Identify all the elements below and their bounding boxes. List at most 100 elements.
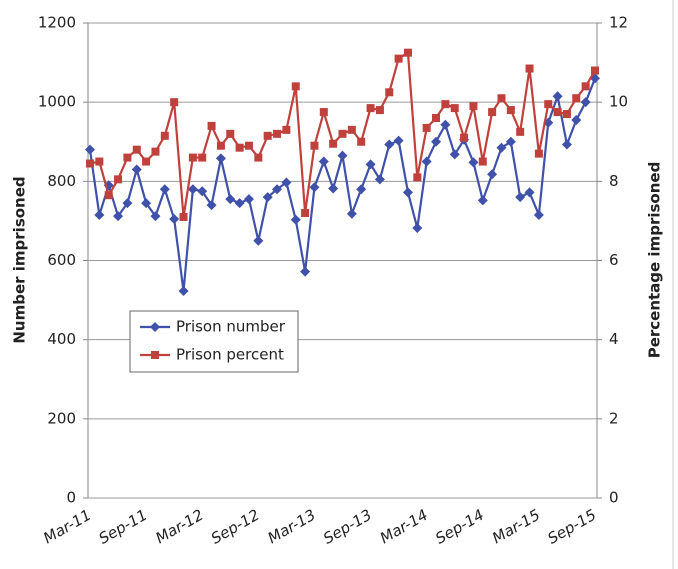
point bbox=[553, 108, 562, 117]
point bbox=[525, 64, 534, 73]
point bbox=[273, 129, 282, 138]
point bbox=[544, 100, 553, 109]
point bbox=[142, 157, 151, 166]
point bbox=[487, 169, 498, 180]
point bbox=[187, 184, 198, 195]
point bbox=[384, 139, 395, 150]
x-tick-label: Mar-11 bbox=[40, 506, 94, 548]
y2-tick-label: 12 bbox=[609, 14, 628, 32]
point bbox=[524, 187, 535, 198]
point bbox=[197, 186, 208, 197]
x-tick-label: Sep-13 bbox=[320, 506, 375, 548]
point bbox=[440, 119, 451, 130]
y-tick-label: 1200 bbox=[38, 14, 76, 32]
point bbox=[497, 94, 506, 103]
point bbox=[338, 129, 347, 138]
y2-tick-label: 6 bbox=[609, 251, 619, 269]
point bbox=[178, 285, 189, 296]
point bbox=[356, 184, 367, 195]
point bbox=[477, 195, 488, 206]
point bbox=[104, 191, 113, 200]
point bbox=[318, 156, 329, 167]
y-axis-title: Number imprisoned bbox=[11, 176, 29, 343]
y-tick-label: 1000 bbox=[38, 93, 76, 111]
series-line bbox=[88, 78, 597, 292]
point bbox=[301, 209, 310, 217]
point bbox=[337, 150, 348, 161]
point bbox=[581, 82, 590, 91]
point bbox=[533, 209, 544, 220]
y-tick-label: 0 bbox=[66, 489, 76, 507]
point bbox=[328, 183, 339, 194]
point bbox=[393, 135, 404, 146]
legend-box bbox=[129, 310, 299, 373]
point bbox=[272, 184, 283, 195]
point bbox=[468, 157, 479, 168]
point bbox=[254, 153, 263, 162]
point bbox=[159, 184, 170, 195]
x-tick-label: Mar-12 bbox=[152, 506, 206, 548]
point bbox=[95, 157, 104, 166]
point bbox=[347, 125, 356, 134]
point bbox=[562, 110, 571, 119]
point bbox=[469, 102, 478, 111]
y2-axis-title: Percentage imprisoned bbox=[646, 162, 664, 359]
y2-tick-label: 2 bbox=[609, 409, 619, 427]
point bbox=[253, 235, 264, 246]
point bbox=[580, 97, 591, 108]
point bbox=[516, 127, 525, 136]
point bbox=[571, 114, 582, 125]
point bbox=[449, 149, 460, 160]
y-tick-label: 200 bbox=[47, 409, 76, 427]
point bbox=[132, 145, 141, 154]
point bbox=[488, 108, 497, 117]
point bbox=[591, 66, 599, 75]
point bbox=[113, 211, 124, 222]
point bbox=[216, 141, 225, 150]
point bbox=[385, 88, 394, 97]
point bbox=[122, 198, 133, 209]
point bbox=[85, 144, 95, 155]
point bbox=[319, 108, 328, 117]
y-tick-label: 600 bbox=[47, 251, 76, 269]
point bbox=[262, 192, 273, 203]
point bbox=[94, 209, 105, 220]
legend-marker bbox=[151, 351, 159, 359]
legend-marker bbox=[150, 322, 160, 332]
x-tick-label: Sep-14 bbox=[432, 506, 487, 548]
point bbox=[226, 129, 235, 138]
point bbox=[225, 194, 236, 205]
point bbox=[441, 100, 450, 109]
x-tick-label: Sep-11 bbox=[96, 506, 151, 548]
point bbox=[365, 159, 376, 170]
point bbox=[561, 139, 572, 150]
point bbox=[505, 136, 516, 147]
point bbox=[506, 106, 515, 115]
point bbox=[235, 143, 244, 152]
point bbox=[394, 54, 403, 63]
point bbox=[123, 153, 132, 162]
point bbox=[403, 48, 412, 57]
point bbox=[244, 141, 253, 150]
point bbox=[243, 194, 254, 205]
point bbox=[234, 198, 245, 209]
point bbox=[310, 141, 319, 150]
y-tick-label: 400 bbox=[47, 330, 76, 348]
point bbox=[179, 212, 188, 221]
point bbox=[141, 198, 152, 209]
point bbox=[402, 187, 413, 198]
point bbox=[450, 104, 459, 113]
point bbox=[114, 175, 123, 184]
point bbox=[300, 266, 311, 277]
legend-label: Prison percent bbox=[176, 346, 284, 364]
x-tick-label: Mar-14 bbox=[377, 506, 431, 548]
point bbox=[346, 208, 357, 219]
point bbox=[263, 131, 272, 140]
point bbox=[198, 153, 207, 162]
point bbox=[206, 200, 217, 211]
x-tick-label: Sep-12 bbox=[208, 506, 263, 548]
point bbox=[552, 91, 563, 102]
point bbox=[412, 223, 423, 234]
